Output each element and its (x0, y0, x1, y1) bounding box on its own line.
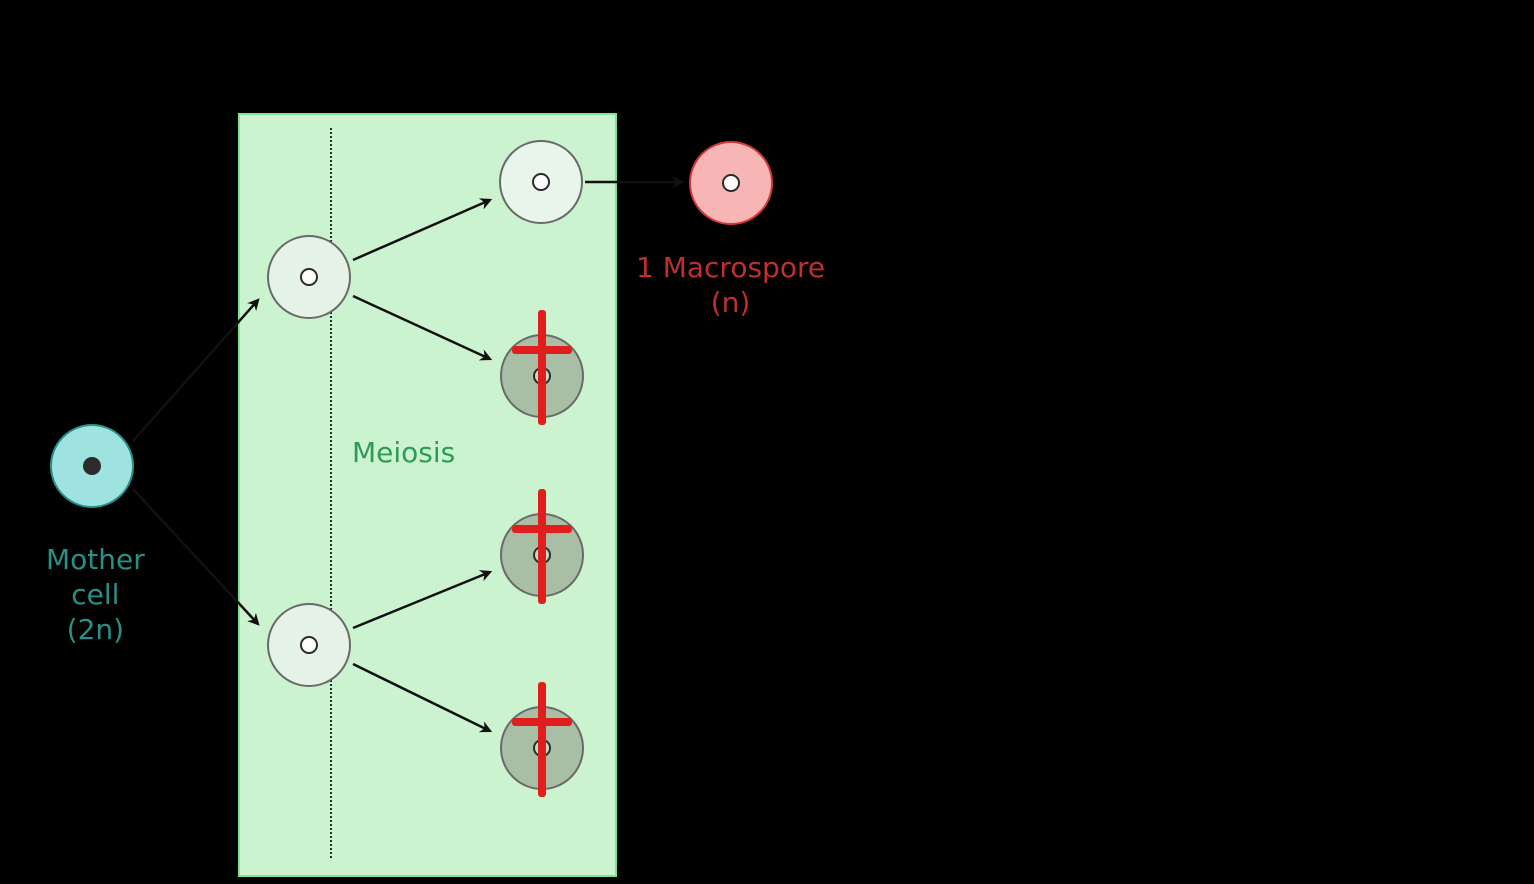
death-cross-icon (538, 489, 546, 604)
diagram-stage: Mother cell (2n) Meiosis 1 Macrospore (n… (0, 0, 1534, 884)
death-cross-icon (512, 718, 572, 726)
intermediate-cell (267, 235, 351, 319)
death-cross-icon (512, 525, 572, 533)
mother-cell-label: Mother cell (2n) (46, 542, 145, 647)
meiosis-divider-dotted (330, 128, 332, 858)
intermediate-cell-nucleus (300, 636, 318, 654)
death-cross-icon (538, 310, 546, 425)
macrospore-cell-nucleus (722, 174, 740, 192)
death-cross-icon (538, 682, 546, 797)
mother-cell-nucleus (83, 457, 101, 475)
death-cross-icon (512, 346, 572, 354)
meiosis-label: Meiosis (352, 435, 455, 470)
result-cell (499, 140, 583, 224)
intermediate-cell-nucleus (300, 268, 318, 286)
macrospore-label: 1 Macrospore (n) (636, 250, 825, 320)
mother-cell (50, 424, 134, 508)
macrospore-cell (689, 141, 773, 225)
result-cell-nucleus (532, 173, 550, 191)
intermediate-cell (267, 603, 351, 687)
arrows-layer (0, 0, 1534, 884)
